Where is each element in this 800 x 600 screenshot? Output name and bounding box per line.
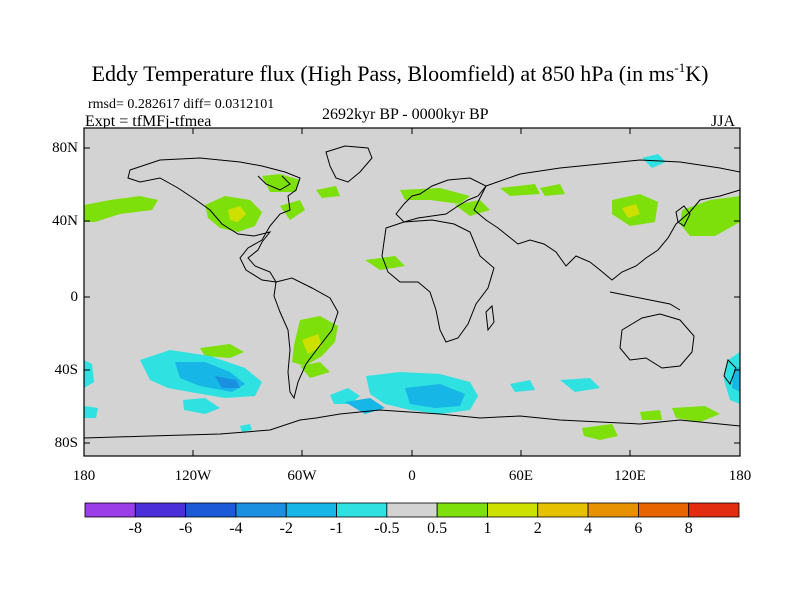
lat-label-0: 0	[70, 289, 79, 305]
colorbar-swatch	[537, 502, 589, 518]
lon-label-0: 0	[408, 468, 416, 484]
lat-label-40s: 40S	[54, 362, 78, 378]
negative-anomaly-region	[84, 406, 98, 418]
colorbar-tick-label: -4	[229, 520, 243, 537]
period-label: 2692kyr BP - 0000kyr BP	[322, 106, 489, 123]
lon-label-180e: 180	[728, 468, 752, 484]
positive-anomaly-region	[672, 406, 720, 422]
coastline-greenland	[325, 145, 373, 183]
coastline-asia	[473, 159, 741, 281]
colorbar-swatch	[84, 502, 136, 518]
experiment-label: Expt = tfMFj-tfmea	[85, 113, 212, 130]
coastline-north-america	[127, 157, 301, 283]
negative-anomaly-region	[215, 376, 240, 388]
colorbar-swatch	[487, 502, 539, 518]
positive-anomaly-region	[200, 344, 244, 358]
positive-anomaly-region	[640, 410, 662, 420]
anomaly-shading	[84, 154, 740, 440]
colorbar-swatch	[587, 502, 639, 518]
negative-anomaly-region	[183, 398, 220, 414]
positive-anomaly-region	[84, 196, 158, 222]
positive-anomaly-region	[300, 362, 330, 378]
colorbar-tick-label: 8	[684, 520, 693, 537]
coastline-hudson-bay	[257, 175, 291, 191]
coastline-indonesia	[609, 291, 681, 311]
colorbar-swatch	[134, 502, 187, 518]
colorbar-tick-label: 4	[584, 520, 593, 537]
colorbar-tick-label: -2	[279, 520, 293, 537]
colorbar-swatch	[436, 502, 488, 518]
positive-anomaly-region	[262, 174, 300, 192]
colorbar-swatch	[637, 502, 690, 518]
lon-label-180w: 180	[72, 468, 96, 484]
coastline-south-america	[273, 277, 339, 400]
colorbar-tick-label: -8	[128, 520, 142, 537]
coastline-africa	[381, 219, 495, 343]
lat-label-80s: 80S	[54, 435, 78, 451]
coastline-japan	[675, 205, 691, 227]
coastline-new-zealand	[723, 359, 737, 386]
lon-label-120e: 120E	[614, 468, 646, 484]
chart-title: Eddy Temperature flux (High Pass, Bloomf…	[91, 60, 709, 86]
positive-anomaly-region	[400, 188, 470, 204]
lat-label-80n: 80N	[52, 140, 78, 156]
rmsd-diff-text: rmsd= 0.282617 diff= 0.0312101	[88, 97, 275, 112]
colorbar-tick-label: -1	[329, 520, 344, 537]
colorbar-tick-label: 0.5	[427, 520, 448, 537]
colorbar-tick-label: -6	[178, 520, 193, 537]
positive-anomaly-region	[540, 184, 565, 196]
positive-anomaly-region	[280, 200, 305, 220]
negative-anomaly-region	[240, 424, 252, 432]
colorbar-swatch	[688, 502, 740, 518]
positive-anomaly-region	[228, 206, 246, 222]
negative-anomaly-region	[510, 380, 535, 392]
negative-anomaly-region	[330, 388, 360, 404]
coastline-australia	[619, 313, 695, 369]
lon-label-120w: 120W	[174, 468, 212, 484]
lon-label-60w: 60W	[287, 468, 317, 484]
positive-anomaly-region	[622, 204, 640, 218]
coastline-antarctica	[83, 409, 741, 439]
positive-anomaly-region	[500, 184, 540, 196]
colorbar-tick-label: 2	[533, 520, 542, 537]
colorbar-swatch	[185, 502, 237, 518]
positive-anomaly-region	[455, 200, 490, 216]
positive-anomaly-region	[302, 334, 322, 354]
negative-anomaly-region	[560, 378, 600, 392]
colorbar-swatch	[386, 502, 438, 518]
coastline-madagascar	[485, 304, 495, 332]
positive-anomaly-region	[582, 424, 618, 440]
positive-anomaly-region	[316, 186, 340, 198]
colorbar-swatch	[235, 502, 287, 518]
colorbar-tick-label: 1	[483, 520, 492, 537]
lat-label-40n: 40N	[52, 213, 78, 229]
negative-anomaly-region	[84, 360, 94, 388]
coastlines	[83, 145, 741, 439]
colorbar-swatch	[336, 502, 388, 518]
season-label: JJA	[711, 113, 736, 130]
colorbar-tick-label: 6	[634, 520, 643, 537]
colorbar-tick-label: -0.5	[374, 520, 400, 537]
negative-anomaly-region	[405, 384, 465, 408]
lon-label-60e: 60E	[508, 468, 534, 484]
axis-ticks	[84, 128, 740, 456]
colorbar-swatch	[285, 502, 337, 518]
coastline-europe	[395, 177, 487, 223]
